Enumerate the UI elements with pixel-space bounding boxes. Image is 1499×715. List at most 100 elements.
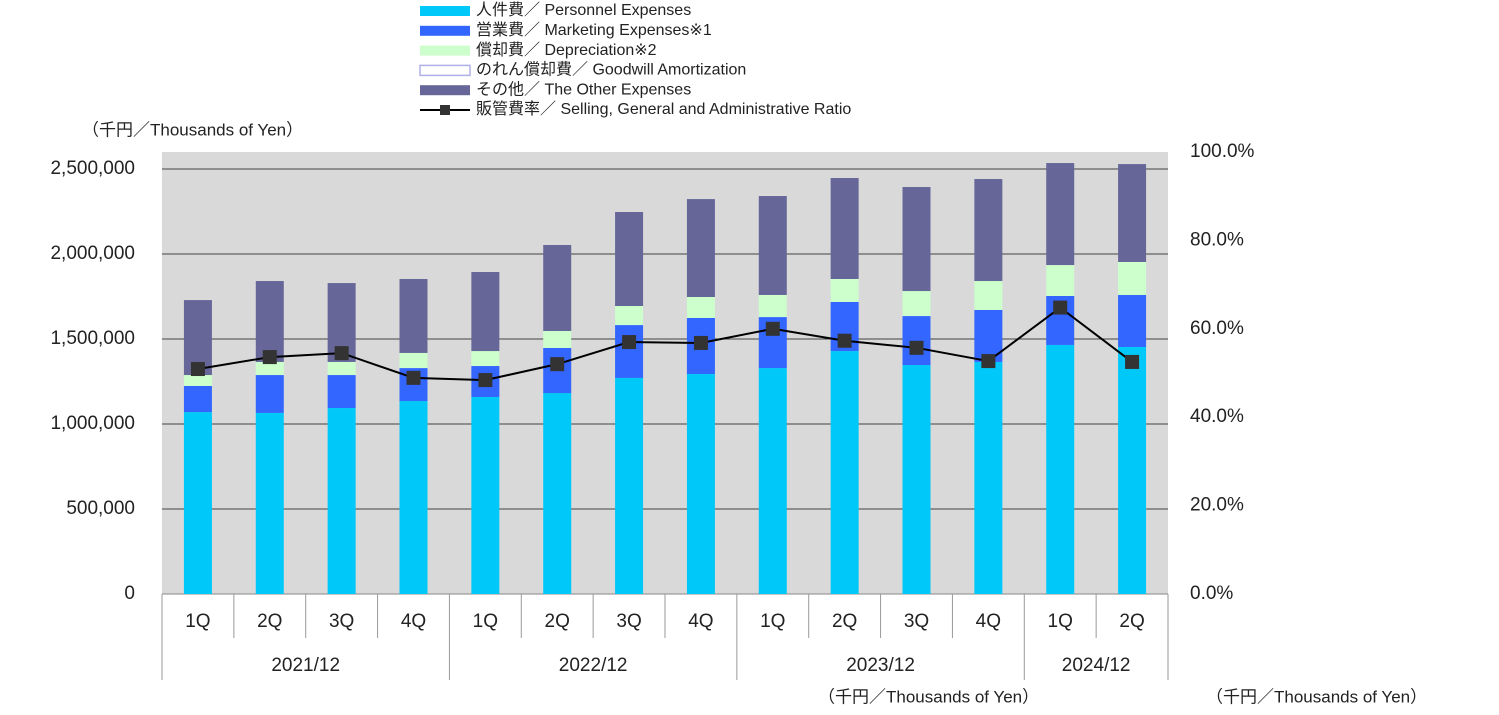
ratio-marker [837,333,852,348]
bar-segment [686,199,715,298]
bar-segment [974,281,1003,310]
bar-segment [902,187,931,292]
legend-swatch [420,6,470,16]
bar-segment [615,377,644,594]
group-label: 2021/12 [271,655,340,676]
ratio-line [197,306,1133,382]
x-tick-label: 4Q [688,611,713,632]
bar-segment [758,368,787,594]
x-tick-label: 1Q [760,611,785,632]
group-label: 2022/12 [559,655,628,676]
ratio-marker [1053,300,1068,315]
legend-label: のれん償却費／ Goodwill Amortization [476,61,746,79]
bar-segment [399,401,428,594]
bar-segment [1118,164,1147,262]
bar-segment [1046,163,1075,266]
bar-segment [902,291,931,317]
legend-label: 償却費／ Depreciation※2 [476,41,657,59]
y-tick-label: 500,000 [66,498,135,519]
ratio-marker [406,370,421,385]
y2-tick-label: 0.0% [1190,583,1233,604]
y-tick-label: 1,500,000 [50,328,135,349]
y-tick-label: 0 [124,583,135,604]
ratio-marker [765,321,780,336]
bar-segment [830,178,859,279]
bar-segment [399,352,428,369]
bar-segment [543,331,572,349]
y2-tick-label: 80.0% [1190,229,1244,250]
bar-segment [471,396,500,594]
bar-segment [830,351,859,594]
bar-segment [1046,265,1075,296]
bar-segment [543,393,572,594]
legend-swatch [420,85,470,96]
x-tick-label: 2Q [257,611,282,632]
bar-segment [830,278,859,302]
bar-segment [902,365,931,594]
bar-segment [183,375,212,386]
bar-segment [615,306,644,326]
footnote: （千円／Thousands of Yen） [818,687,1039,706]
bar-segment [758,294,787,318]
x-tick-label: 2Q [1119,611,1144,632]
bar-segment [543,244,572,332]
ratio-marker [693,335,708,350]
ratio-marker [334,346,349,361]
y2-tick-label: 20.0% [1190,495,1244,516]
bar-segment [686,374,715,594]
x-tick-label: 2Q [545,611,570,632]
bar-segment [183,385,212,413]
x-tick-label: 1Q [185,611,210,632]
y-tick-label: 2,000,000 [50,243,135,264]
y2-tick-label: 40.0% [1190,406,1244,427]
bar-segment [255,375,284,413]
bar-segment [1118,294,1147,347]
legend-label: 営業費／ Marketing Expenses※1 [476,21,712,39]
bar-segment [615,325,644,378]
bar-segment [615,212,644,307]
x-tick-label: 3Q [616,611,641,632]
x-tick-label: 3Q [329,611,354,632]
bar-segment [1118,346,1147,594]
legend-label: 販管費率／ Selling, General and Administrativ… [476,100,851,118]
bar-segment [758,196,787,295]
group-label: 2023/12 [846,655,915,676]
ratio-marker [190,362,205,377]
x-tick-label: 3Q [904,611,929,632]
legend-label: その他／ The Other Expenses [476,80,691,98]
ratio-marker [478,373,493,388]
bar-segment [327,361,356,376]
bar-segment [902,316,931,366]
legend-swatch [420,25,470,36]
footnote: （千円／Thousands of Yen） [1206,687,1427,706]
bar-segment [255,281,284,362]
ratio-marker [909,340,924,355]
bar-segment [974,179,1003,282]
y2-tick-label: 100.0% [1190,141,1255,162]
y-tick-label: 2,500,000 [50,158,135,179]
x-tick-label: 1Q [473,611,498,632]
bar-segment [686,297,715,318]
legend-swatch [419,64,471,77]
y-axis-label: （千円／Thousands of Yen） [82,120,303,139]
bar-segment [1118,261,1147,295]
x-tick-label: 2Q [832,611,857,632]
y2-tick-label: 60.0% [1190,318,1244,339]
ratio-marker [622,335,637,350]
bar-segment [327,375,356,409]
x-tick-label: 1Q [1048,611,1073,632]
bar-segment [471,272,500,352]
x-tick-label: 4Q [976,611,1001,632]
ratio-marker [262,350,277,365]
bar-segment [1046,344,1075,594]
bar-segment [471,351,500,367]
bar-segment [327,408,356,594]
bar-segment [255,361,284,376]
legend-swatch [420,45,470,56]
bar-segment [974,361,1003,594]
ratio-marker [550,357,565,372]
plot-area [162,152,1168,594]
bar-segment [255,412,284,594]
ratio-marker [1125,354,1140,369]
